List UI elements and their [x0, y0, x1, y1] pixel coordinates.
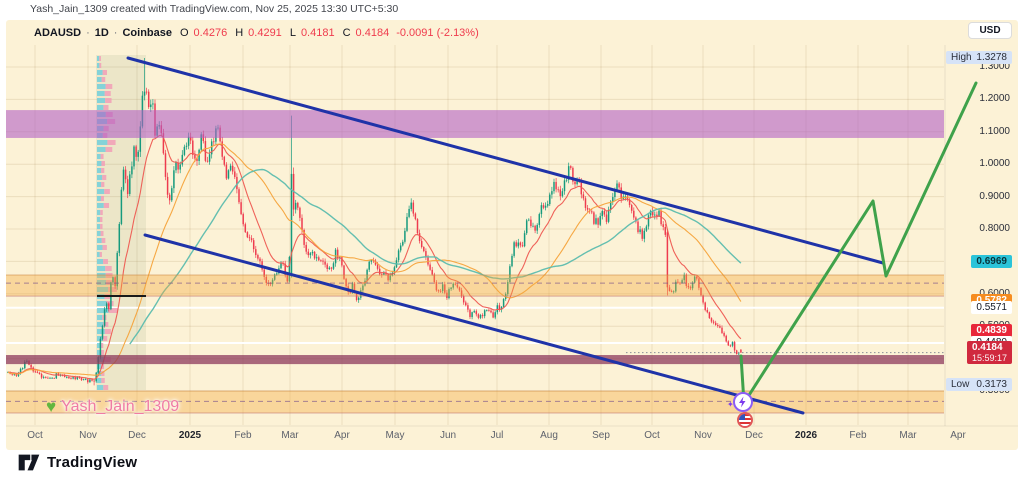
tradingview-brand-text: TradingView: [47, 454, 138, 471]
price-tick: 1.1000: [979, 125, 1010, 137]
price-label: 0.4184 15:59:17: [966, 340, 1012, 364]
open-value: 0.4276: [193, 27, 228, 39]
price-label: 0.6969: [971, 255, 1012, 269]
price-tick: 1.3000: [979, 61, 1010, 72]
open-key: O: [179, 27, 189, 39]
lightning-emoji-sticker[interactable]: [733, 392, 753, 412]
tradingview-logo-icon: [18, 454, 40, 471]
high-marker: High 1.3278: [946, 50, 1012, 64]
time-axis-label[interactable]: Nov: [79, 430, 97, 441]
time-axis-label[interactable]: Feb: [849, 430, 867, 441]
close-value: 0.4184: [355, 27, 390, 39]
symbol-name[interactable]: ADAUSD: [34, 27, 82, 39]
low-value: 0.4181: [300, 27, 335, 39]
attribution-text: Yash_Jain_1309 created with TradingView.…: [30, 3, 399, 15]
low-key: L: [289, 27, 296, 39]
time-axis-label[interactable]: Sep: [592, 430, 610, 441]
low-marker: Low 0.3173: [946, 378, 1012, 392]
price-label: 0.5571: [971, 300, 1012, 314]
countdown-timer: 15:59:17: [971, 352, 1007, 363]
price-tick: 1.2000: [979, 93, 1010, 105]
change-value: -0.0091 (-2.13%): [396, 27, 479, 39]
separator: ·: [113, 27, 118, 39]
time-axis-label[interactable]: 2025: [178, 430, 202, 441]
time-axis-label[interactable]: Apr: [950, 430, 966, 441]
watermark-text: Yash_Jain_1309: [61, 398, 180, 415]
tradingview-footer[interactable]: TradingView: [18, 454, 137, 471]
time-axis-label[interactable]: Oct: [644, 430, 660, 441]
time-axis-label[interactable]: Mar: [899, 430, 917, 441]
time-axis-label[interactable]: May: [385, 430, 405, 441]
time-axis-label[interactable]: Apr: [334, 430, 350, 441]
price-tick: 1.0000: [979, 158, 1010, 170]
time-axis-label[interactable]: Nov: [694, 430, 712, 441]
time-axis-label[interactable]: Mar: [281, 430, 299, 441]
time-axis-label[interactable]: Jun: [439, 430, 457, 441]
chart-canvas[interactable]: [6, 20, 1018, 450]
currency-toggle-button[interactable]: USD: [968, 22, 1012, 39]
exchange-label[interactable]: Coinbase: [122, 27, 172, 39]
watermark: ♥ Yash_Jain_1309: [46, 397, 179, 417]
us-flag-emoji-sticker[interactable]: [737, 412, 753, 428]
price-label: 0.4839: [971, 324, 1012, 338]
time-axis-label[interactable]: Feb: [234, 430, 252, 441]
time-axis-label[interactable]: Dec: [745, 430, 763, 441]
green-heart-icon: ♥: [46, 397, 57, 416]
time-axis-label[interactable]: Dec: [128, 430, 146, 441]
time-axis-label[interactable]: 2026: [794, 430, 818, 441]
time-axis-label[interactable]: Oct: [27, 430, 43, 441]
time-axis-label[interactable]: Jul: [490, 430, 504, 441]
interval-label[interactable]: 1D: [94, 27, 109, 39]
chart-panel: ADAUSD · 1D · Coinbase O 0.4276 H 0.4291…: [6, 20, 1018, 450]
sparkle-icon: ✦: [727, 400, 734, 409]
price-tick: 0.6000: [950, 288, 1010, 299]
price-tick: 0.8000: [979, 223, 1010, 234]
separator: ·: [86, 27, 90, 39]
high-key: H: [235, 27, 244, 39]
symbol-header: ADAUSD · 1D · Coinbase O 0.4276 H 0.4291…: [34, 25, 479, 41]
high-value: 0.4291: [248, 27, 282, 39]
time-axis-label[interactable]: Aug: [540, 430, 558, 441]
close-key: C: [342, 27, 351, 39]
price-tick: 0.9000: [979, 190, 1010, 202]
